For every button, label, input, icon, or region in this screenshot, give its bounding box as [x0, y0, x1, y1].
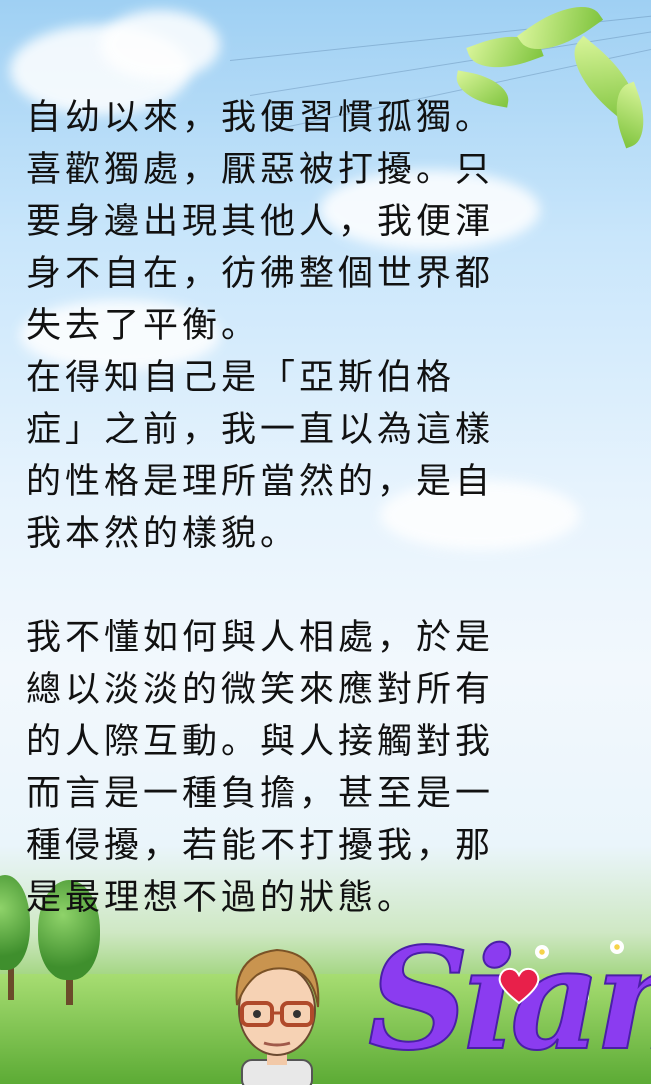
story-line-blank: [26, 560, 626, 612]
story-text: 自幼以來，我便習慣孤獨。 喜歡獨處，厭惡被打擾。只 要身邊出現其他人，我便渾 身…: [26, 92, 626, 924]
cloud: [320, 170, 540, 250]
tree: [38, 880, 100, 980]
flower: [610, 940, 624, 954]
cloud: [380, 480, 580, 550]
story-line: 我不懂如何與人相處，於是: [26, 618, 495, 658]
story-line: 要身邊出現其他人，我便渾: [26, 202, 495, 242]
story-line: 喜歡獨處，厭惡被打擾。只: [26, 150, 495, 190]
heart-icon: [498, 967, 540, 1005]
story-line: 而言是一種負擔，甚至是一: [26, 774, 495, 814]
story-line: 在得知自己是「亞斯伯格: [26, 358, 456, 398]
tree-trunk: [8, 960, 14, 1000]
grass-field: [0, 974, 651, 1084]
story-line: 自幼以來，我便習慣孤獨。: [26, 98, 495, 138]
story-line: 的人際互動。與人接觸對我: [26, 722, 495, 762]
story-line: 我本然的樣貌。: [26, 514, 300, 554]
tree-trunk: [66, 965, 73, 1005]
flower: [575, 990, 589, 1004]
story-line: 身不自在，彷彿整個世界都: [26, 254, 495, 294]
signature-logo: Sian: [367, 918, 651, 1082]
flower: [625, 985, 639, 999]
story-line: 的性格是理所當然的，是自: [26, 462, 495, 502]
story-line: 是最理想不過的狀態。: [26, 878, 417, 918]
flower: [535, 945, 549, 959]
cloud: [20, 300, 220, 370]
avatar-icon: [235, 948, 320, 1085]
story-line: 總以淡淡的微笑來應對所有: [26, 670, 495, 710]
cloud: [100, 10, 220, 80]
story-line: 症」之前，我一直以為這樣: [26, 410, 495, 450]
story-line: 失去了平衡。: [26, 306, 261, 346]
story-line: 種侵擾，若能不打擾我，那: [26, 826, 495, 866]
